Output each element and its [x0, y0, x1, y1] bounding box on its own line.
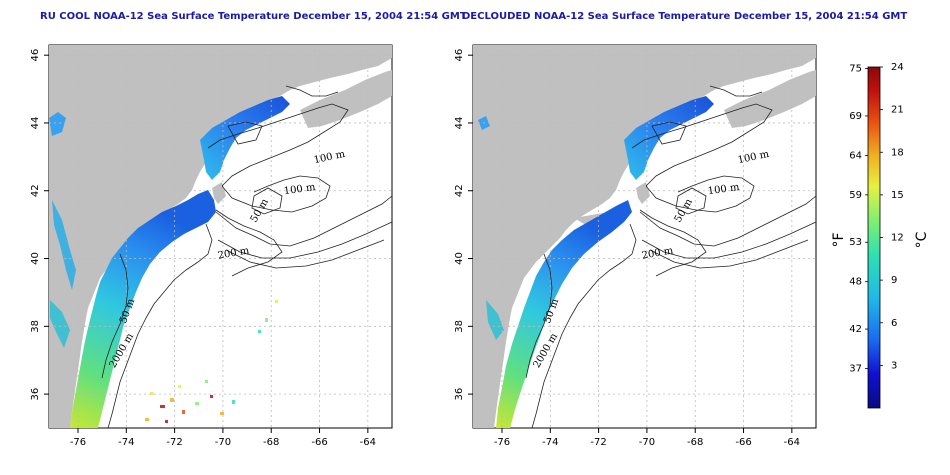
y-tick-label: 36 — [454, 388, 465, 401]
isobath-contours — [101, 85, 393, 429]
land-mass — [473, 45, 816, 428]
right-map-panel — [472, 44, 817, 429]
y-tick-label: 40 — [30, 252, 41, 265]
nova-scotia — [300, 70, 392, 128]
fahrenheit-tick-label: 75 — [849, 64, 862, 75]
isobath-contours — [525, 85, 817, 429]
isobath-line — [251, 187, 283, 215]
celsius-tick-label: 12 — [891, 233, 904, 244]
celsius-tick-label: 21 — [891, 105, 904, 116]
nova-scotia — [724, 70, 816, 128]
isobath-line — [217, 221, 393, 259]
x-tick-label: -66 — [735, 437, 751, 448]
right-panel-title: DECLOUDED NOAA-12 Sea Surface Temperatur… — [462, 11, 908, 22]
left-map-panel — [48, 44, 393, 429]
cape-cod — [636, 182, 650, 204]
isobath-line — [107, 223, 213, 429]
x-tick-label: -64 — [360, 437, 376, 448]
fahrenheit-tick-label: 64 — [849, 150, 862, 161]
celsius-tick-label: 6 — [891, 318, 897, 329]
y-tick-label: 44 — [30, 117, 41, 130]
isobath-line — [101, 253, 129, 379]
contour-label: 100 m — [707, 182, 740, 197]
fahrenheit-tick-label: 48 — [849, 277, 862, 288]
sst-data-declouded — [478, 96, 714, 428]
fahrenheit-tick-label: 53 — [849, 237, 862, 248]
celsius-tick-label: 3 — [891, 360, 897, 371]
y-tick-label: 46 — [454, 49, 465, 62]
x-tick-label: -72 — [590, 437, 606, 448]
fahrenheit-tick-label: 69 — [849, 111, 862, 122]
fahrenheit-tick-label: 37 — [849, 364, 862, 375]
y-tick-label: 42 — [30, 184, 41, 197]
isobath-line — [525, 253, 553, 379]
isobath-line — [207, 103, 349, 187]
y-tick-label: 42 — [454, 184, 465, 197]
y-tick-label: 38 — [454, 320, 465, 333]
isobath-line — [285, 85, 339, 97]
isobath-line — [709, 85, 763, 97]
contour-label: 100 m — [283, 182, 316, 197]
x-tick-label: -68 — [263, 437, 279, 448]
isobath-line — [639, 209, 707, 277]
isobath-line — [651, 121, 687, 145]
sst-data-raw — [49, 96, 290, 428]
y-tick-label: 36 — [30, 388, 41, 401]
isobath-line — [639, 195, 817, 247]
isobath-line — [531, 223, 637, 429]
fahrenheit-tick-label: 59 — [849, 190, 862, 201]
y-tick-label: 40 — [454, 252, 465, 265]
isobath-line — [215, 195, 393, 247]
isobath-line — [227, 121, 263, 145]
x-tick-label: -72 — [166, 437, 182, 448]
x-tick-label: -68 — [687, 437, 703, 448]
isobath-line — [641, 221, 817, 259]
x-tick-label: -64 — [784, 437, 800, 448]
isobath-line — [631, 103, 773, 187]
isobath-line — [675, 187, 707, 215]
isobath-line — [649, 239, 809, 269]
x-tick-label: -66 — [311, 437, 327, 448]
x-tick-label: -74 — [542, 437, 558, 448]
x-tick-label: -70 — [639, 437, 655, 448]
x-tick-label: -76 — [494, 437, 510, 448]
fahrenheit-label: °F — [831, 232, 847, 247]
land-mass — [49, 45, 392, 428]
celsius-tick-label: 18 — [891, 147, 904, 158]
y-tick-label: 38 — [30, 320, 41, 333]
x-tick-label: -74 — [118, 437, 134, 448]
y-tick-label: 46 — [30, 49, 41, 62]
x-tick-label: -70 — [215, 437, 231, 448]
isobath-line — [215, 209, 283, 277]
y-tick-label: 44 — [454, 117, 465, 130]
celsius-tick-label: 9 — [891, 275, 897, 286]
colorbar: 24 21 18 15 12 9 6 3 75 69 64 59 53 48 42 37 °F °C — [831, 62, 930, 409]
celsius-label: °C — [914, 231, 930, 248]
celsius-tick-label: 15 — [891, 190, 904, 201]
celsius-tick-label: 24 — [891, 62, 904, 73]
left-panel-title: RU COOL NOAA-12 Sea Surface Temperature … — [40, 11, 467, 22]
x-tick-label: -76 — [70, 437, 86, 448]
isobath-line — [225, 239, 385, 269]
fahrenheit-tick-label: 42 — [849, 324, 862, 335]
cape-cod — [212, 182, 226, 204]
